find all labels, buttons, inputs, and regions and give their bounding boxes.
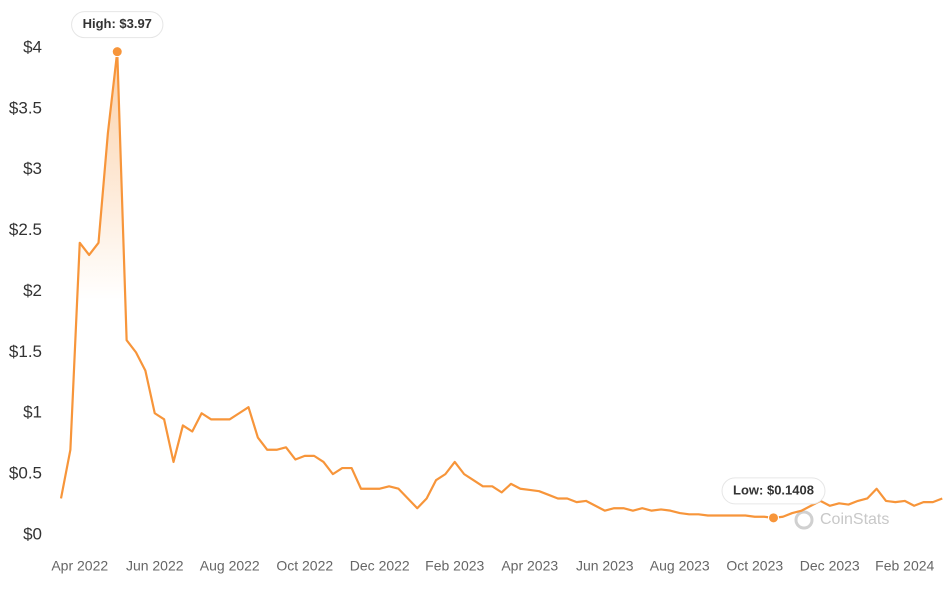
y-tick-label: $0 [23,524,42,543]
y-tick-label: $1 [23,403,42,422]
annotation: High: $3.97 [71,11,164,39]
x-tick-label: Dec 2023 [800,558,860,574]
x-tick-label: Apr 2022 [51,558,108,574]
x-tick-label: Aug 2023 [650,558,710,574]
y-tick-label: $3.5 [9,98,42,117]
y-tick-label: $4 [23,37,42,56]
x-tick-label: Apr 2023 [501,558,558,574]
annotation-label: Low: $0.1408 [733,482,814,497]
x-tick-label: Aug 2022 [200,558,260,574]
extreme-point [768,512,779,524]
price-line [59,50,943,519]
x-tick-label: Jun 2022 [126,558,184,574]
x-tick-label: Jun 2023 [576,558,634,574]
annotation-box [721,477,826,505]
annotation-label: High: $3.97 [83,16,152,31]
annotation-box [71,11,164,39]
x-tick-label: Oct 2022 [276,558,333,574]
y-tick-label: $3 [23,159,42,178]
y-tick-label: $0.5 [9,464,42,483]
x-tick-label: Dec 2022 [350,558,410,574]
extreme-point [111,46,123,58]
annotation: Low: $0.1408 [721,477,826,505]
x-tick-label: Feb 2023 [425,558,484,574]
y-tick-label: $2.5 [9,220,42,239]
y-tick-label: $2 [23,281,42,300]
y-tick-label: $1.5 [9,342,42,361]
x-tick-label: Feb 2024 [875,558,934,574]
x-tick-label: Oct 2023 [726,558,783,574]
price-area [61,51,943,536]
